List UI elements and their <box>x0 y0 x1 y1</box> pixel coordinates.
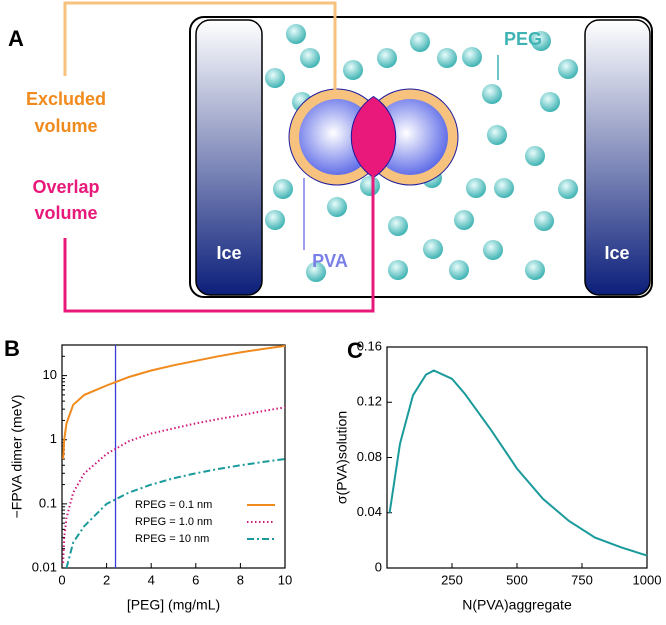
peg-molecule <box>423 239 443 259</box>
peg-molecule <box>377 48 397 68</box>
peg-molecule <box>265 210 285 230</box>
peg-molecule <box>487 125 507 145</box>
peg-molecule <box>454 210 474 230</box>
overlap-label: Overlap <box>32 177 99 197</box>
peg-label: PEG <box>504 29 542 49</box>
x-tick-label: 1000 <box>633 572 662 587</box>
peg-molecule <box>343 60 363 80</box>
peg-molecule <box>494 178 514 198</box>
peg-molecule <box>558 179 578 199</box>
excluded-pointer <box>63 1 337 92</box>
y-tick-label: 0 <box>375 559 382 574</box>
panel-label: C <box>347 338 363 363</box>
peg-molecule <box>531 31 551 51</box>
x-axis-label: [PEG] (mg/mL) <box>127 597 220 613</box>
peg-molecule <box>327 197 347 217</box>
y-axis-label: −FPVA dimer (meV) <box>9 395 25 519</box>
peg-molecule <box>388 216 408 236</box>
peg-molecule <box>534 211 554 231</box>
y-tick-label: 10 <box>43 367 57 382</box>
peg-molecule <box>558 59 578 79</box>
series-line <box>62 344 286 460</box>
peg-molecule <box>540 92 560 112</box>
peg-molecule <box>388 260 408 280</box>
peg-molecule <box>306 262 326 282</box>
x-tick-label: 10 <box>278 572 292 587</box>
excluded-label: Excluded <box>26 89 106 109</box>
peg-molecule <box>273 179 293 199</box>
peg-molecules <box>265 24 578 282</box>
peg-molecule <box>265 68 285 88</box>
peg-molecule <box>462 47 482 67</box>
legend-label: RPEG = 10 nm <box>135 533 209 545</box>
peg-molecule <box>286 24 306 44</box>
peg-molecule <box>410 32 430 52</box>
series-line <box>65 458 286 569</box>
x-tick-label: 4 <box>148 572 155 587</box>
ice-label: Ice <box>604 243 629 263</box>
peg-molecule <box>482 84 502 104</box>
legend-label: RPEG = 0.1 nm <box>135 499 212 511</box>
peg-molecule <box>525 146 545 166</box>
ice-label: Ice <box>216 243 241 263</box>
x-tick-label: 250 <box>441 572 463 587</box>
peg-molecule <box>483 240 503 260</box>
x-tick-label: 750 <box>571 572 593 587</box>
x-tick-label: 8 <box>237 572 244 587</box>
ice-block <box>195 19 263 296</box>
legend-label: RPEG = 1.0 nm <box>135 516 212 528</box>
peg-molecule <box>300 48 320 68</box>
y-tick-label: 0.1 <box>39 495 57 510</box>
y-axis-label: σ(PVA)solution <box>334 411 350 504</box>
y-tick-label: 0.04 <box>357 504 382 519</box>
pva-label: PVA <box>312 251 348 271</box>
x-tick-label: 500 <box>506 572 528 587</box>
peg-molecule <box>466 178 486 198</box>
y-tick-label: 0.16 <box>357 338 382 353</box>
plot-frame <box>386 346 648 569</box>
x-axis-label: N(PVA)aggregate <box>462 597 572 613</box>
panel-label: A <box>8 26 24 51</box>
x-tick-label: 0 <box>58 572 65 587</box>
peg-molecule <box>437 48 457 68</box>
peg-molecule <box>525 260 545 280</box>
peg-molecule <box>360 176 380 196</box>
x-tick-label: 6 <box>192 572 199 587</box>
ice-block <box>584 19 651 296</box>
y-tick-label: 0.12 <box>357 394 382 409</box>
series-line <box>62 406 286 563</box>
panel-label: B <box>4 336 20 361</box>
excluded-label: volume <box>34 116 97 136</box>
y-tick-label: 0.01 <box>32 559 57 574</box>
y-tick-label: 0.08 <box>357 449 382 464</box>
peg-molecule <box>449 260 469 280</box>
x-tick-label: 2 <box>103 572 110 587</box>
series-line <box>388 369 648 557</box>
y-tick-label: 1 <box>50 431 57 446</box>
panel-a: A Excluded volume Overlap volume PEG PVA… <box>8 1 653 313</box>
plot-frame <box>61 344 286 569</box>
overlap-label: volume <box>34 203 97 223</box>
overlap-pointer <box>63 140 375 313</box>
